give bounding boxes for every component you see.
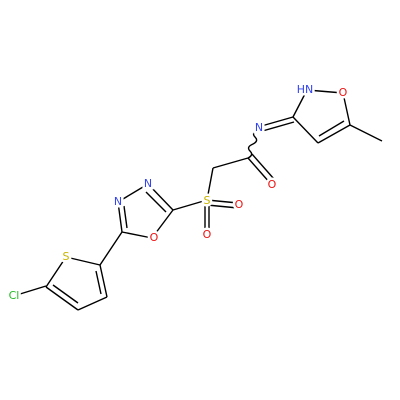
- atom-label: O: [235, 198, 244, 211]
- atom-label: N: [255, 121, 263, 134]
- atom-label: O: [268, 178, 277, 191]
- atom-label: O: [339, 86, 348, 99]
- bonds: [19, 89, 383, 311]
- atom-label: O: [150, 231, 159, 244]
- atom-label: O: [203, 228, 212, 241]
- atom-label: N: [114, 195, 122, 208]
- atom-label: S: [63, 250, 70, 263]
- atom-label: HN: [297, 83, 314, 96]
- atom-label: Cl: [9, 289, 20, 302]
- atom-label: N: [144, 177, 152, 190]
- atom-label: S: [204, 194, 211, 207]
